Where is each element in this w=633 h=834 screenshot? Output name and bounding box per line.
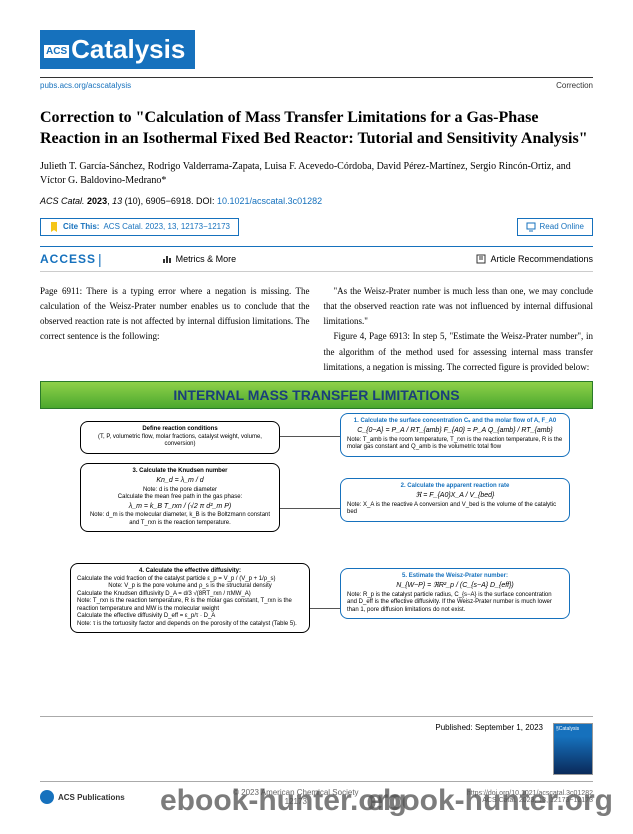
access-bar: ACCESS | Metrics & More Article Recommen… xyxy=(40,246,593,272)
article-body: Page 6911: There is a typing error where… xyxy=(40,284,593,376)
citation-line: ACS Catal. 2023, 13 (10), 6905−6918. DOI… xyxy=(40,196,593,206)
read-online-button[interactable]: Read Online xyxy=(517,218,593,236)
header-bar: pubs.acs.org/acscatalysis Correction xyxy=(40,77,593,90)
access-label: ACCESS xyxy=(40,252,96,266)
article-title: Correction to "Calculation of Mass Trans… xyxy=(40,108,593,150)
box-define: Define reaction conditions (T, P, volume… xyxy=(80,421,280,454)
acs-prefix: ACS xyxy=(44,45,69,58)
box-step1: 1. Calculate the surface concentration C… xyxy=(340,413,570,456)
box-step3: 3. Calculate the Knudsen number Kn_d = λ… xyxy=(80,463,280,532)
metrics-link[interactable]: Metrics & More xyxy=(162,254,237,264)
cite-this-button[interactable]: Cite This: ACS Catal. 2023, 13, 12173−12… xyxy=(40,218,239,236)
box-step2: 2. Calculate the apparent reaction rate … xyxy=(340,478,570,521)
published-date: September 1, 2023 xyxy=(475,723,543,732)
left-column: Page 6911: There is a typing error where… xyxy=(40,284,310,376)
metrics-icon xyxy=(162,254,172,264)
footer-doi: https://doi.org/10.1021/acscatal.3c01282… xyxy=(467,790,593,804)
figure-diagram: Define reaction conditions (T, P, volume… xyxy=(40,413,593,698)
journal-cover-thumbnail: §Catalysis xyxy=(553,723,593,775)
copyright: © 2023 American Chemical Society xyxy=(233,788,359,797)
screen-icon xyxy=(526,222,536,232)
published-label: Published: xyxy=(435,723,472,732)
published-row: Published: September 1, 2023 §Catalysis xyxy=(40,716,593,775)
journal-name: Catalysis xyxy=(71,34,185,64)
page-number: 12173 xyxy=(233,797,359,806)
recommendations-link[interactable]: Article Recommendations xyxy=(476,254,593,264)
page-footer: ACS Publications © 2023 American Chemica… xyxy=(40,781,593,806)
bookmark-icon xyxy=(49,222,59,232)
author-list: Julieth T. García-Sánchez, Rodrigo Valde… xyxy=(40,160,593,188)
article-type: Correction xyxy=(556,81,593,90)
box-step4: 4. Calculate the effective diffusivity: … xyxy=(70,563,310,633)
journal-url[interactable]: pubs.acs.org/acscatalysis xyxy=(40,81,131,90)
journal-logo: ACSCatalysis xyxy=(40,30,195,69)
acs-circle-icon xyxy=(40,790,54,804)
right-column: "As the Weisz-Prater number is much less… xyxy=(324,284,594,376)
doi-link[interactable]: 10.1021/acscatal.3c01282 xyxy=(217,196,322,206)
recommendations-icon xyxy=(476,254,486,264)
figure-banner: INTERNAL MASS TRANSFER LIMITATIONS xyxy=(40,381,593,409)
box-step5: 5. Estimate the Weisz-Prater number: N_{… xyxy=(340,568,570,619)
publisher-logo: ACS Publications xyxy=(40,790,125,804)
